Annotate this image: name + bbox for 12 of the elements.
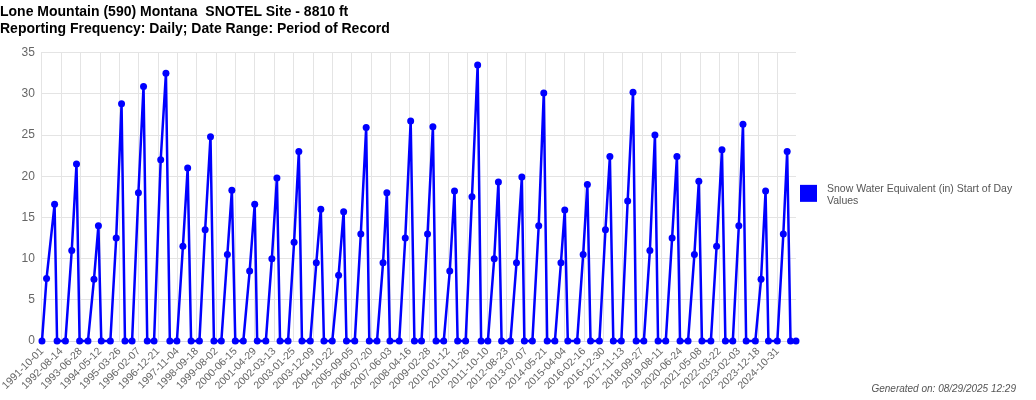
y-tick-label: 35 xyxy=(21,44,36,59)
chart-title: Lone Mountain (590) Montana SNOTEL Site - 8810 ft xyxy=(0,3,349,20)
y-tick-label: 30 xyxy=(21,86,36,101)
y-tick-label: 20 xyxy=(21,168,36,183)
chart-subtitle: Reporting Frequency: Daily; Date Range: Period of Record xyxy=(0,20,390,37)
y-tick-label: 10 xyxy=(21,250,36,265)
y-tick-label: 5 xyxy=(28,292,36,307)
y-tick-label: 15 xyxy=(21,209,36,224)
legend-label: Snow Water Equivalent (in) Start of Day Values xyxy=(827,182,1013,206)
y-tick-label: 0 xyxy=(28,333,36,348)
text: Generated on: 08/29/2025 12:29 xyxy=(871,383,1017,394)
y-tick-label: 25 xyxy=(21,127,36,142)
